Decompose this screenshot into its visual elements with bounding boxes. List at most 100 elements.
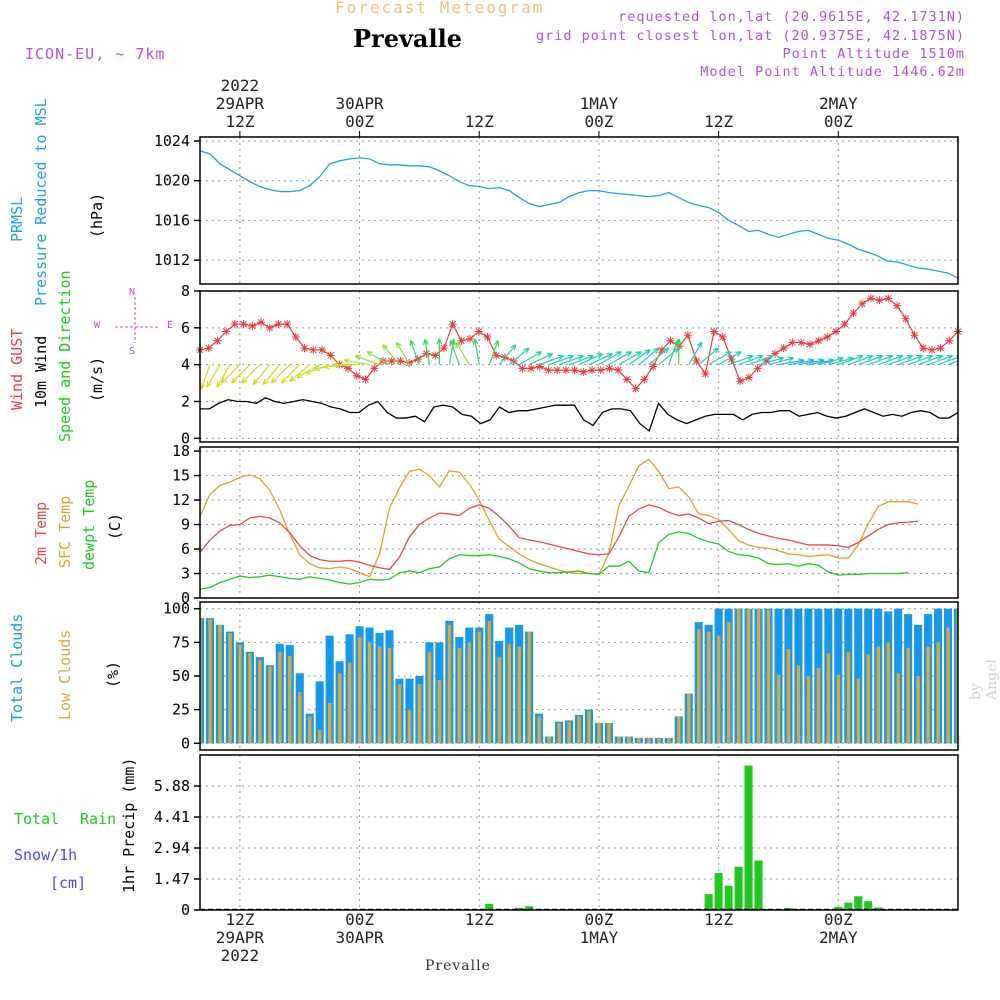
low-cloud-bar xyxy=(617,736,621,744)
wind-direction-arrow xyxy=(748,354,774,366)
low-cloud-bar xyxy=(627,736,631,744)
low-cloud-bar xyxy=(866,654,871,744)
wind-gust-marker xyxy=(527,364,536,373)
panel-frame xyxy=(199,601,959,751)
panel-frame xyxy=(199,446,959,599)
wind-direction-arrow xyxy=(718,351,742,366)
wind-gust-marker xyxy=(692,356,701,365)
wind-direction-arrow xyxy=(382,344,400,366)
low-cloud-bar xyxy=(876,646,880,744)
wind-gust-marker xyxy=(230,320,239,329)
rain-bar xyxy=(864,901,873,910)
wind-direction-arrow xyxy=(230,364,251,384)
wind-direction-arrow xyxy=(422,338,430,365)
wind-gust-marker xyxy=(352,371,361,380)
wind-gust-marker xyxy=(483,333,492,342)
low-cloud-bar xyxy=(417,684,422,744)
low-cloud-bar xyxy=(707,631,711,744)
time-label-bottom: 29APR xyxy=(216,928,265,947)
panel-background xyxy=(200,755,958,910)
low-cloud-bar xyxy=(746,608,751,744)
time-label-bottom: 2MAY xyxy=(819,928,858,947)
wind-gust-marker xyxy=(588,366,597,375)
wind-gust-marker xyxy=(936,344,945,353)
low-cloud-bar xyxy=(347,662,352,744)
wind-direction-arrow xyxy=(449,339,460,365)
time-label-top: 30APR xyxy=(335,94,384,113)
wind-gust-marker xyxy=(753,364,762,373)
y-tick-label: 1012 xyxy=(154,251,190,269)
low-cloud-bar xyxy=(687,693,691,744)
time-label-bottom: 12Z xyxy=(465,910,494,929)
chart-title: Prevalle xyxy=(353,24,462,53)
total-clouds-label: Total Clouds xyxy=(8,613,26,722)
wind-gust-marker xyxy=(265,323,274,332)
wind-gust-marker xyxy=(361,375,370,384)
rain-bar xyxy=(724,885,733,910)
y-tick-label: 6 xyxy=(181,540,190,558)
low-cloud-bar xyxy=(756,608,761,744)
wind-gust-marker xyxy=(683,331,692,340)
y-tick-label: 1.47 xyxy=(154,870,190,888)
wind-gust-marker xyxy=(291,333,300,342)
wind-gust-marker xyxy=(405,358,414,367)
precip-total-label: Total xyxy=(14,810,60,828)
temp-2m-label: 2m Temp xyxy=(32,501,50,565)
grid-point-coordinates: grid point closest lon,lat (20.9375E, 42… xyxy=(535,28,965,44)
low-cloud-bar xyxy=(397,684,402,744)
low-cloud-bar xyxy=(497,657,501,744)
wind-gust-marker xyxy=(945,336,954,345)
y-tick-label: 50 xyxy=(172,667,190,685)
wind-direction-arrow xyxy=(698,347,720,366)
wind-direction-arrow xyxy=(354,354,380,366)
low-cloud-bar xyxy=(248,653,252,744)
low-cloud-bar xyxy=(677,716,681,744)
wind-gust-marker xyxy=(213,336,222,345)
time-label-bottom: 2022 xyxy=(221,946,260,965)
wind-gust-marker xyxy=(649,362,658,371)
temp-2m-line xyxy=(200,504,919,571)
footer-location: Prevalle xyxy=(425,958,491,974)
wind-direction-arrow xyxy=(538,354,564,366)
wind-gust-marker xyxy=(239,320,248,329)
low-cloud-bar xyxy=(796,665,801,744)
time-label-top: 12Z xyxy=(225,112,254,131)
total-cloud-bar xyxy=(325,635,334,744)
low-cloud-bar xyxy=(537,716,541,744)
low-cloud-bar xyxy=(547,736,551,744)
low-cloud-bar xyxy=(557,723,561,744)
wind-direction-arrow xyxy=(608,351,632,366)
time-label-top: 1MAY xyxy=(580,94,619,113)
wind-speed-label: Speed and Direction xyxy=(56,270,74,442)
low-cloud-bar xyxy=(407,709,412,744)
wind-gust-marker xyxy=(309,345,318,354)
low-cloud-bar xyxy=(916,676,920,744)
wind-gust-marker xyxy=(919,344,928,353)
wind-direction-arrow xyxy=(907,354,933,366)
compass-west-label: W xyxy=(94,320,101,331)
wind-direction-arrow xyxy=(578,353,604,366)
wind-direction-arrow xyxy=(638,347,660,366)
wind-gust-marker xyxy=(901,314,910,323)
low-cloud-bar xyxy=(776,674,781,744)
low-cloud-bar xyxy=(657,737,661,744)
temp-sfc-label: SFC Temp xyxy=(56,495,74,568)
wind-gust-marker xyxy=(823,333,832,342)
wind-gust-marker xyxy=(431,351,440,360)
total-cloud-bar xyxy=(200,618,205,744)
pressure-label-desc: Pressure Reduced to MSL xyxy=(32,98,50,306)
low-cloud-bar xyxy=(607,723,611,744)
low-cloud-bar xyxy=(896,673,900,744)
wind-gust-marker xyxy=(797,338,806,347)
time-label-top: 00Z xyxy=(824,112,853,131)
time-label-top: 12Z xyxy=(465,112,494,131)
y-tick-label: 1016 xyxy=(154,211,190,229)
wind-direction-arrow xyxy=(455,341,470,365)
wind-gust-marker xyxy=(396,356,405,365)
wind-gust-marker xyxy=(317,345,326,354)
rain-bar xyxy=(844,902,853,910)
wind-gust-marker xyxy=(884,294,893,303)
watermark: by Angel xyxy=(968,659,1000,700)
compass-south-label: S xyxy=(129,346,136,357)
wind-direction-arrow xyxy=(738,354,764,366)
